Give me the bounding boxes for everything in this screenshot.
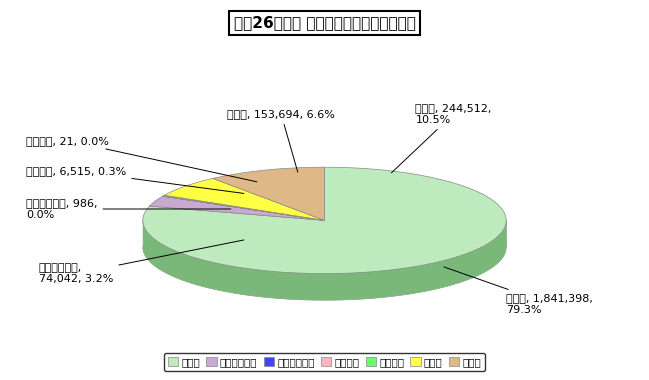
Legend: 下水道, 農業集落排水, 漁業集落排水, 簡易排水, コミプラ, 浄化槽, 未処理: 下水道, 農業集落排水, 漁業集落排水, 簡易排水, コミプラ, 浄化槽, 未処… (164, 353, 485, 371)
Polygon shape (163, 196, 324, 220)
Polygon shape (163, 195, 324, 220)
Polygon shape (143, 167, 506, 274)
Text: 農業集落排水,
74,042, 3.2%: 農業集落排水, 74,042, 3.2% (39, 240, 244, 284)
Polygon shape (213, 167, 324, 220)
Text: 浄化槽, 153,694, 6.6%: 浄化槽, 153,694, 6.6% (227, 109, 335, 172)
Polygon shape (164, 179, 324, 220)
Text: 漁業集落排水, 986,
0.0%: 漁業集落排水, 986, 0.0% (26, 198, 231, 220)
Text: 簡易排水, 21, 0.0%: 簡易排水, 21, 0.0% (26, 136, 257, 182)
Text: 平成26年度末 汚水処理人口普及率の内訳: 平成26年度末 汚水処理人口普及率の内訳 (234, 15, 415, 30)
Polygon shape (143, 221, 506, 300)
Text: 下水道, 1,841,398,
79.3%: 下水道, 1,841,398, 79.3% (444, 267, 593, 315)
Polygon shape (149, 196, 324, 220)
Polygon shape (163, 196, 324, 220)
Text: コミプラ, 6,515, 0.3%: コミプラ, 6,515, 0.3% (26, 166, 244, 193)
Text: 未処理, 244,512,
10.5%: 未処理, 244,512, 10.5% (391, 103, 492, 173)
